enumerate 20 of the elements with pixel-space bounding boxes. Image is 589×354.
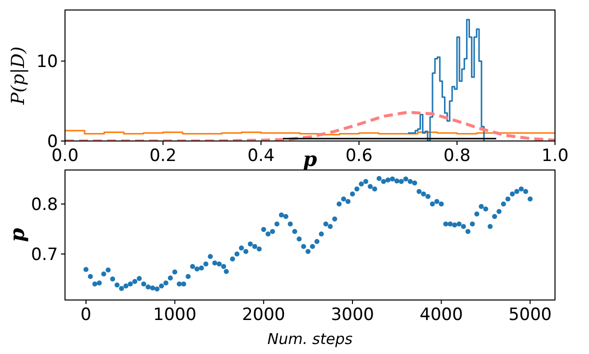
y-tick-label: 10 <box>36 52 58 72</box>
x-tick-label: 0 <box>80 305 92 325</box>
x-tick-label: 5000 <box>508 305 552 325</box>
y-axis-title: p <box>5 228 29 242</box>
x-tick-label: 3000 <box>330 305 374 325</box>
line-series <box>65 110 555 141</box>
x-axis-title: p <box>303 147 318 171</box>
x-tick-label: 4000 <box>420 305 463 325</box>
x-tick-label: 0.0 <box>51 146 79 166</box>
x-tick-label: 2000 <box>242 305 286 325</box>
x-tick-label: 1.0 <box>541 146 569 166</box>
x-tick-label: 0.2 <box>149 146 177 166</box>
x-tick-label: 0.6 <box>345 146 373 166</box>
x-tick-label: 0.8 <box>443 146 471 166</box>
x-tick-label: 0.4 <box>247 146 275 166</box>
x-tick-label: 1000 <box>153 305 196 325</box>
y-tick-label: 0.8 <box>30 195 58 215</box>
y-tick-label: 0.7 <box>30 245 58 265</box>
x-axis-title: Num. steps <box>267 330 353 348</box>
y-axis-title: P(p|D) <box>8 46 29 106</box>
